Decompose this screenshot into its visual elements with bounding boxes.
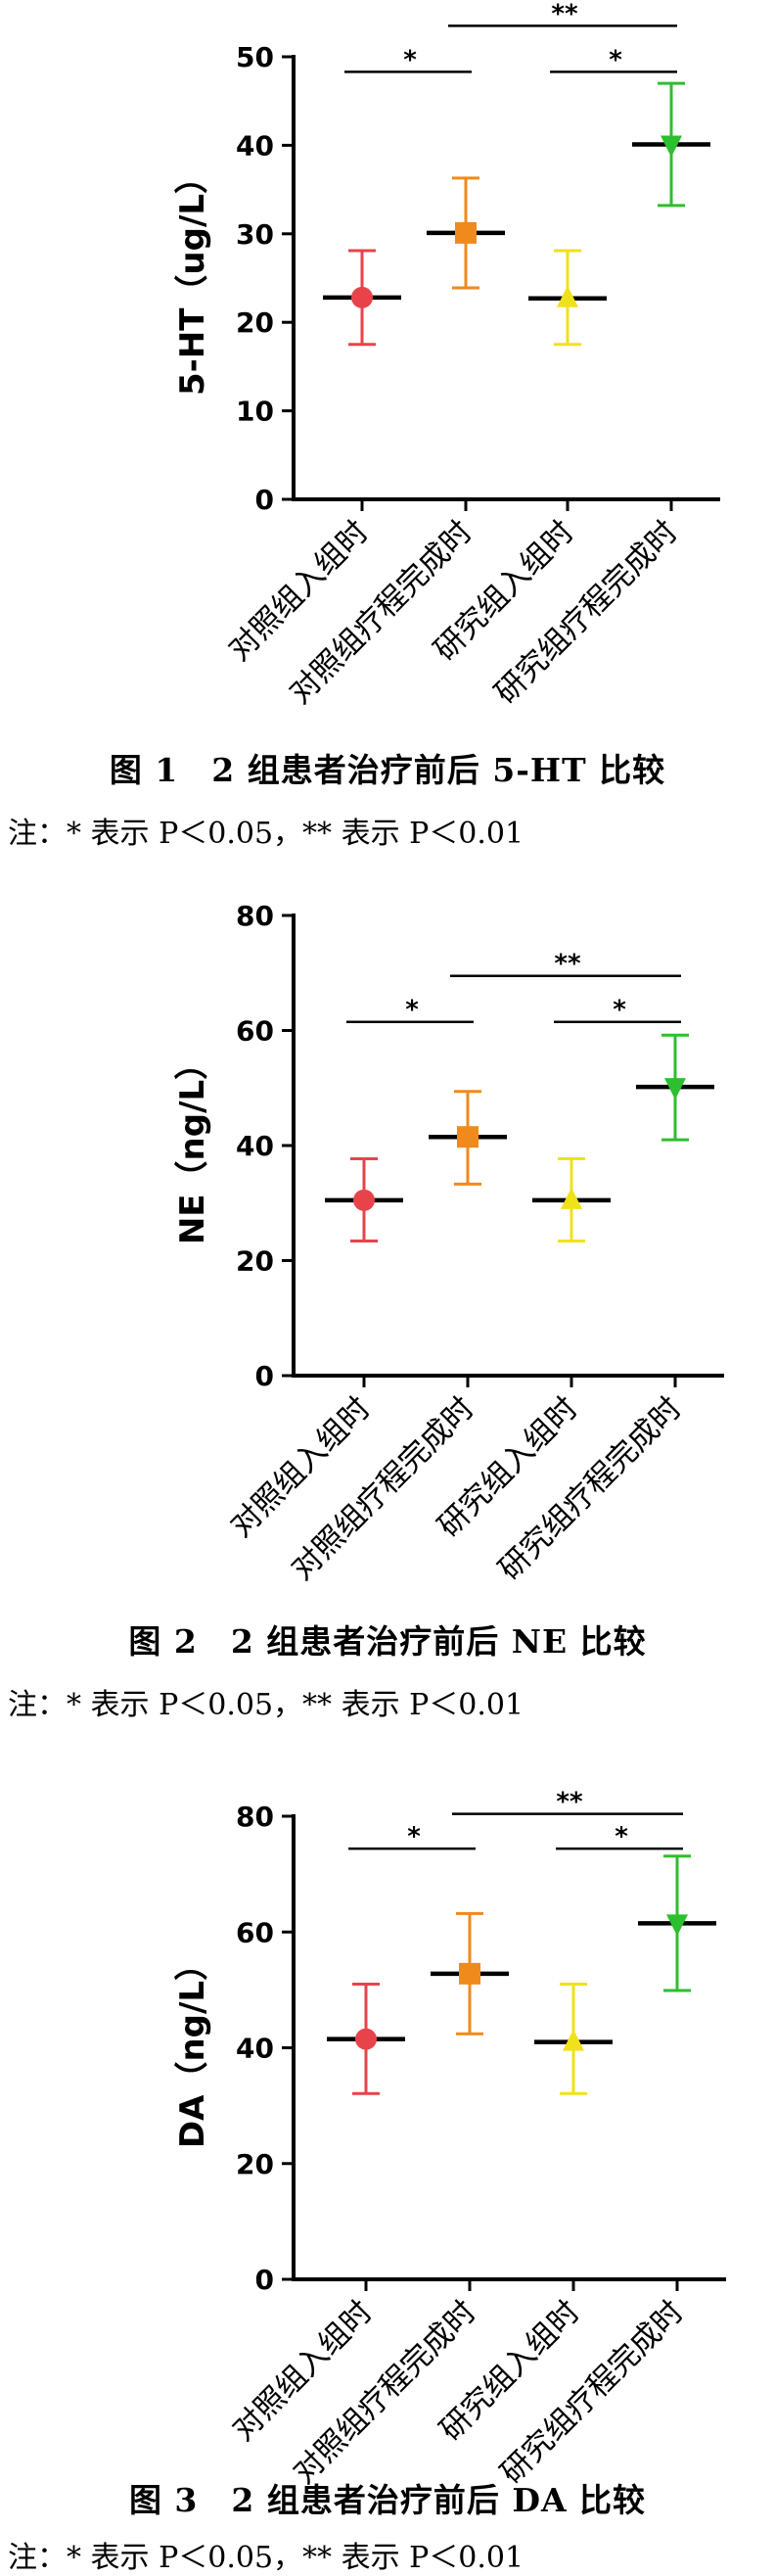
data-marker-square [459,1962,480,1985]
figure-note: 注：* 表示 P＜0.05，** 表示 P＜0.01 [8,1688,524,1722]
y-tick-label: 30 [236,218,274,251]
figure-caption: 图 2 2 组患者治疗前后 NE 比较 [128,1622,647,1661]
x-category-label: 对照组疗程完成时 [283,514,479,711]
figure-note: 注：* 表示 P＜0.05，** 表示 P＜0.01 [8,817,524,851]
x-category-label: 研究组疗程完成时 [492,1390,689,1587]
data-marker-triangle-down [666,1914,688,1937]
chart-ne: 020406080NE（ng/L）对照组入组时对照组疗程完成时研究组入组时研究组… [173,900,724,1587]
figure-1: 0 10 20 30 40 50 5-HT（ug/L） 对照组入组时 对照组疗程完成时 研究组入组… [0,0,775,851]
y-tick-label: 0 [255,484,274,516]
y-tick-label: 50 [236,41,274,73]
figure-caption: 图 1 2 组患者治疗前后 5-HT 比较 [109,751,666,789]
y-axis-label: 5-HT（ug/L） [173,161,212,396]
significance-label: * [403,45,417,74]
y-tick-label: 20 [236,1245,274,1278]
x-category-label: 研究组疗程完成时 [494,2294,691,2491]
chart-da: 020406080DA（ng/L）对照组入组时对照组疗程完成时研究组入组时研究组… [173,1788,726,2491]
x-category-label: 对照组疗程完成时 [287,2294,483,2491]
data-marker-circle [353,1189,375,1211]
data-point-group [429,1090,507,1186]
data-marker-circle [355,2028,377,2050]
y-tick-label: 40 [236,129,274,162]
y-tick-label: 80 [236,900,274,932]
data-point-group [323,249,401,347]
data-point-group [534,1982,613,2095]
data-point-group [431,1911,509,2036]
y-tick-label: 20 [236,2148,274,2180]
data-point-group [632,81,710,208]
y-tick-label: 40 [236,2033,274,2065]
data-point-group [325,1157,403,1243]
y-tick-label: 10 [236,396,274,428]
data-point-group [528,249,607,347]
y-tick-label: 80 [236,1801,274,1833]
figure-2: 0 20 40 60 80 NE（ng/L） 对照组入组时 对照组疗程完成时 研究组入组时 研究组… [0,852,775,1722]
significance-label: * [613,996,626,1025]
data-point-group [636,1033,714,1142]
y-tick-label: 0 [255,2264,274,2296]
significance-label: * [615,1822,628,1851]
y-tick-label: 40 [236,1130,274,1162]
figure-3: 0 20 40 60 80 DA（ng/L） 对照组入组时 对照组疗程完成时 研究组入组时 研究组… [0,1718,775,2575]
chart-5ht: 010203040505-HT（ug/L）对照组入组时对照组疗程完成时研究组入组… [173,0,720,711]
data-point-group [532,1157,611,1243]
data-marker-triangle-down [661,135,682,158]
data-marker-square [455,221,477,244]
x-category-label: 对照组疗程完成时 [285,1390,481,1587]
y-tick-label: 20 [236,306,274,339]
data-marker-square [457,1126,479,1148]
y-tick-label: 0 [255,1360,274,1392]
y-tick-label: 60 [236,1015,274,1048]
figure-note: 注：* 表示 P＜0.05，** 表示 P＜0.01 [8,2541,524,2575]
significance-label: ** [556,1788,583,1817]
data-marker-triangle-down [664,1078,686,1101]
data-point-group [327,1982,405,2095]
y-tick-label: 60 [236,1916,274,1948]
data-marker-triangle-up [563,2029,584,2051]
figure-caption: 图 3 2 组患者治疗前后 DA 比较 [128,2481,647,2519]
significance-label: ** [554,950,581,979]
significance-label: * [407,1822,421,1851]
data-marker-triangle-up [557,285,578,307]
data-marker-triangle-up [561,1187,582,1209]
y-axis-label: NE（ng/L） [173,1047,212,1244]
y-axis-label: DA（ng/L） [173,1947,212,2148]
significance-label: ** [551,0,578,28]
data-marker-circle [351,286,373,308]
significance-label: * [405,996,419,1025]
significance-label: * [609,45,622,74]
data-point-group [427,176,505,290]
data-point-group [638,1854,716,1992]
x-category-label: 研究组疗程完成时 [488,514,685,711]
